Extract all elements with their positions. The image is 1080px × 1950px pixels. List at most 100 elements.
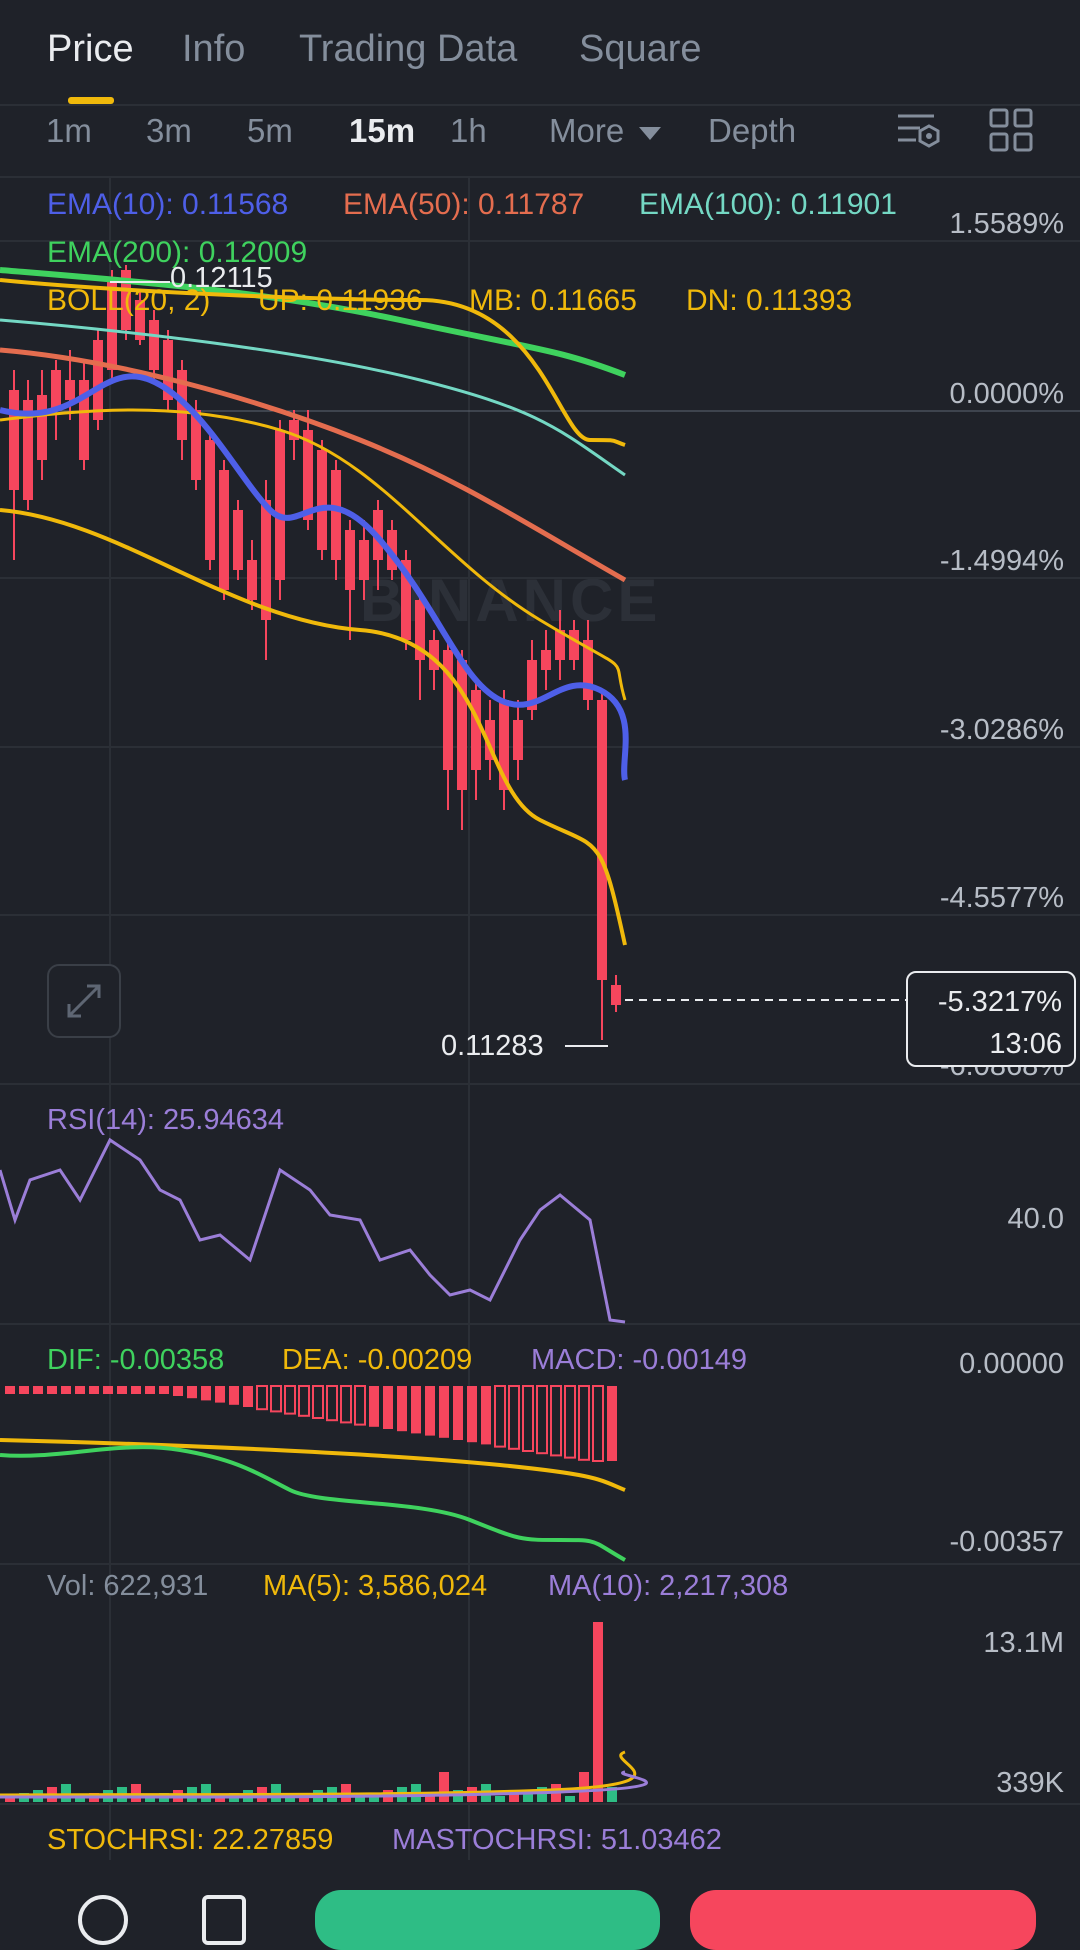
current-price-box: -5.3217% 13:06 [906,971,1076,1067]
tab-info[interactable]: Info [182,28,246,70]
macd-bar [215,1386,225,1403]
candle-body [149,320,159,370]
orders-icon[interactable] [202,1895,246,1945]
interval-3m[interactable]: 3m [146,112,192,149]
interval-more-label: More [549,112,625,149]
candle-body [261,500,271,620]
candle-body [37,395,47,460]
macd-bar [467,1386,477,1443]
interval-more-button[interactable]: More [549,112,662,150]
panel-divider [0,1323,1080,1325]
candle-body [429,640,439,670]
macd-bar [550,1385,562,1457]
macd-bar [578,1385,590,1461]
macd-bar [75,1386,85,1394]
volume-axis-label: 13.1M [983,1627,1064,1659]
candle-body [541,650,551,670]
macd-bar [284,1385,296,1415]
price-axis-label: 1.5589% [949,208,1065,240]
candle-body [555,630,565,660]
indicator-settings-icon[interactable] [896,110,942,152]
macd-bar [592,1385,604,1462]
candle-body [219,470,229,590]
candle-body [569,630,579,660]
candle-body [233,510,243,570]
fullscreen-button[interactable] [47,964,121,1038]
boll-dn-legend: DN: 0.11393 [686,284,853,317]
panel-divider [0,1803,1080,1805]
macd-bar [145,1386,155,1394]
candle-body [401,560,411,640]
volume-ma10-legend: MA(10): 2,217,308 [548,1570,789,1602]
rsi-legend: RSI(14): 25.94634 [47,1104,284,1136]
macd-dea-line [0,1438,626,1492]
macd-bar [397,1386,407,1432]
candle-body [499,700,509,790]
ema100-line [0,318,626,477]
volume-ma10-line [0,1770,648,1799]
ema100-legend: EMA(100): 0.11901 [639,188,897,221]
macd-bar [103,1386,113,1394]
mastochrsi-legend: MASTOCHRSI: 51.03462 [392,1824,722,1856]
macd-bar [61,1386,71,1394]
macd-bar [173,1386,183,1396]
ema200-legend: EMA(200): 0.12009 [47,236,308,269]
candle-body [457,660,467,790]
candle-body [331,470,341,560]
interval-1m[interactable]: 1m [46,112,92,149]
ema10-legend: EMA(10): 0.11568 [47,188,289,221]
volume-bar [593,1622,603,1802]
boll-up-line [0,278,626,447]
candle-body [23,400,33,500]
macd-dea-legend: DEA: -0.00209 [282,1344,473,1376]
candle-body [527,660,537,710]
buy-button[interactable] [315,1890,660,1950]
candle-body [107,280,117,370]
macd-bar [411,1386,421,1434]
macd-dif-legend: DIF: -0.00358 [47,1344,225,1376]
candle-body [275,430,285,580]
current-change: -5.3217% [937,986,1062,1018]
tab-price[interactable]: Price [47,28,134,70]
interval-depth[interactable]: Depth [708,112,797,149]
ema10-line [0,373,629,781]
grid-horizontal [0,240,1080,242]
panel-divider [0,1563,1080,1565]
candle-body [611,985,621,1005]
interval-1h[interactable]: 1h [450,112,487,149]
volume-bar [509,1793,519,1802]
macd-bar [159,1386,169,1394]
macd-bar [369,1386,379,1427]
macd-bar [201,1386,211,1401]
layout-grid-icon[interactable] [989,108,1033,152]
candle-body [121,270,131,330]
high-price-label: 0.12115 [170,262,273,294]
low-price-label: 0.11283 [441,1030,544,1062]
volume-bar [75,1796,85,1802]
macd-bar [494,1385,506,1448]
candle-body [345,530,355,590]
candle-body [317,450,327,550]
volume-ma5-legend: MA(5): 3,586,024 [263,1570,488,1602]
interval-15m[interactable]: 15m [349,112,416,149]
chat-icon[interactable] [78,1895,128,1945]
interval-5m[interactable]: 5m [247,112,293,149]
volume-bar [61,1784,71,1802]
tab-trading-data[interactable]: Trading Data [299,28,518,70]
macd-bar [19,1386,29,1394]
grid-horizontal [0,746,1080,748]
volume-bar [215,1796,225,1802]
ema200-line [0,267,627,378]
macd-value-legend: MACD: -0.00149 [531,1344,747,1376]
candle-body [289,420,299,440]
boll-up-legend: UP: 0.11936 [258,284,423,317]
macd-bar [326,1385,338,1422]
candle-body [359,540,369,580]
divider [0,104,1080,106]
active-tab-indicator [68,97,114,104]
sell-button[interactable] [690,1890,1036,1950]
macd-bar [453,1386,463,1440]
macd-bar [5,1386,15,1394]
tab-square[interactable]: Square [579,28,702,70]
